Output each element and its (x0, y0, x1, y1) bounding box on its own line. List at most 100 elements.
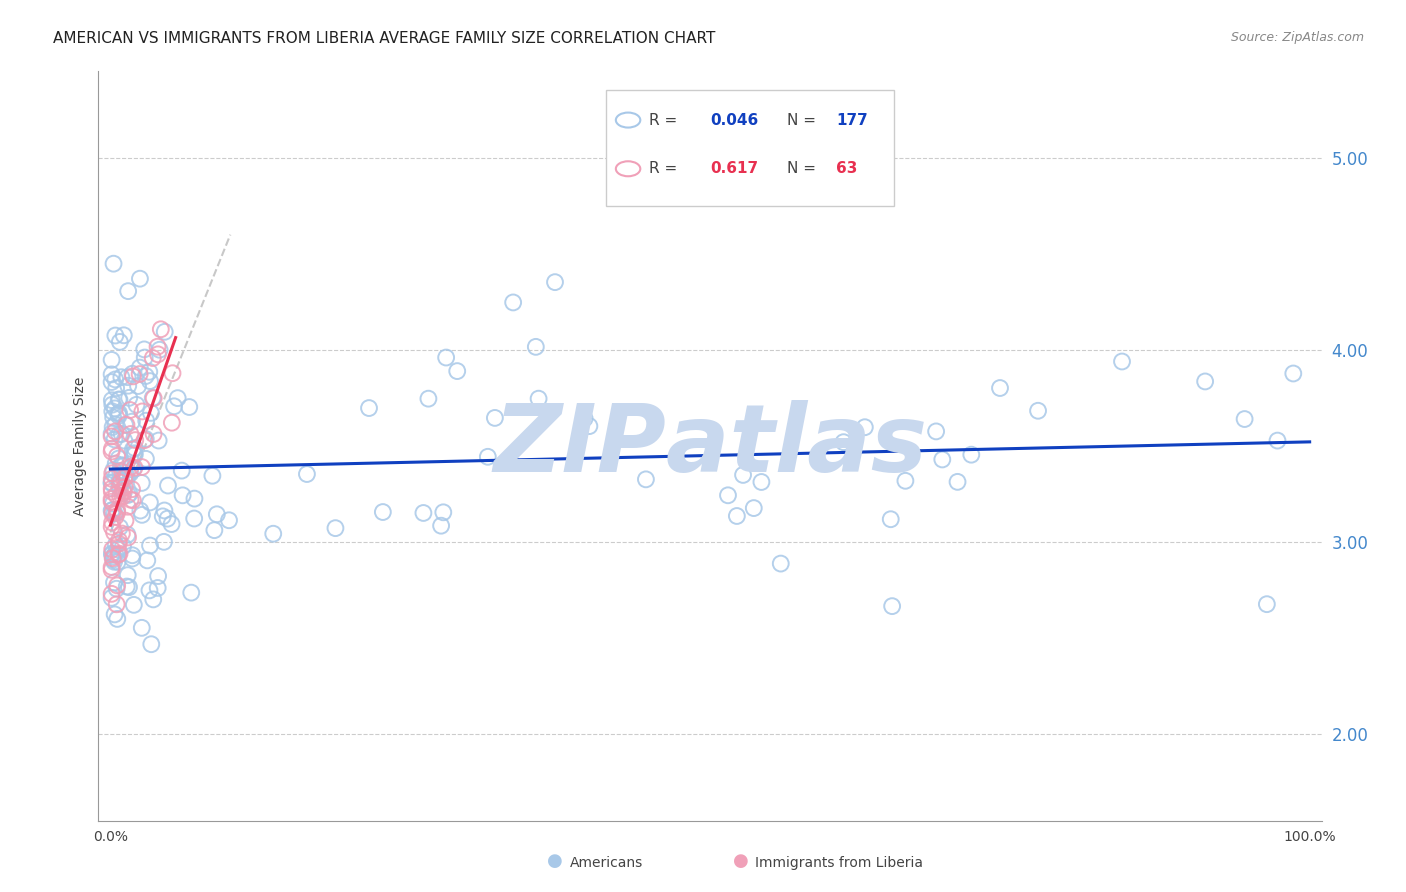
Point (172, 488, 194, 502)
Point (960, 448, 983, 462)
Point (1267, 434, 1289, 448)
Point (112, 328, 135, 343)
Point (135, 414, 157, 428)
FancyBboxPatch shape (606, 90, 893, 206)
Point (115, 469, 138, 483)
Point (139, 374, 162, 388)
Text: AMERICAN VS IMMIGRANTS FROM LIBERIA AVERAGE FAMILY SIZE CORRELATION CHART: AMERICAN VS IMMIGRANTS FROM LIBERIA AVER… (53, 31, 716, 46)
Point (120, 403, 142, 417)
Point (121, 548, 143, 562)
Point (129, 503, 152, 517)
Point (100, 560, 122, 574)
Text: 63: 63 (837, 161, 858, 177)
Point (111, 490, 134, 504)
Point (114, 417, 136, 432)
Point (101, 398, 124, 412)
Point (100, 587, 122, 601)
Point (100, 482, 122, 496)
Point (103, 463, 125, 477)
Point (544, 275, 567, 289)
Point (117, 488, 139, 502)
Point (120, 427, 142, 442)
Point (574, 411, 596, 425)
Point (100, 472, 122, 486)
Point (103, 549, 125, 564)
Point (104, 547, 127, 561)
Point (751, 475, 773, 489)
Point (769, 557, 792, 571)
Point (104, 538, 127, 552)
Point (1194, 375, 1216, 389)
Point (112, 458, 135, 473)
Point (115, 417, 138, 432)
Text: ●: ● (547, 852, 564, 870)
Point (578, 419, 600, 434)
Point (104, 425, 127, 439)
Point (430, 518, 453, 533)
Point (166, 391, 188, 405)
Point (931, 452, 953, 467)
Point (139, 495, 162, 509)
Point (412, 506, 434, 520)
Point (1111, 354, 1133, 368)
Point (502, 295, 524, 310)
Point (946, 475, 969, 489)
Point (325, 521, 347, 535)
Point (180, 585, 202, 599)
Point (142, 592, 165, 607)
Point (103, 525, 125, 540)
Point (127, 379, 149, 393)
Point (104, 457, 127, 471)
Point (105, 612, 128, 626)
Point (128, 360, 150, 375)
Point (103, 433, 125, 447)
Point (100, 503, 122, 517)
Point (135, 369, 157, 384)
Point (142, 351, 165, 365)
Point (104, 372, 127, 386)
Point (120, 459, 142, 474)
Point (124, 433, 146, 447)
Text: 177: 177 (837, 112, 868, 128)
Point (418, 392, 440, 406)
Point (134, 351, 156, 365)
Point (108, 520, 131, 534)
Point (108, 547, 131, 561)
Point (112, 471, 135, 485)
Point (112, 485, 135, 500)
Point (136, 553, 159, 567)
Point (148, 434, 170, 448)
Point (105, 503, 128, 517)
Point (105, 381, 128, 395)
Point (135, 432, 157, 446)
Point (108, 474, 131, 488)
Point (170, 464, 193, 478)
Point (205, 508, 228, 522)
Point (111, 484, 134, 499)
Point (101, 410, 124, 425)
Point (104, 401, 127, 416)
Point (111, 427, 134, 442)
Point (100, 368, 122, 382)
Text: Immigrants from Liberia: Immigrants from Liberia (755, 855, 922, 870)
Point (121, 551, 143, 566)
Point (100, 520, 122, 534)
Point (524, 340, 547, 354)
Text: ZIP​atlas: ZIP​atlas (494, 400, 927, 492)
Point (110, 458, 132, 473)
Point (153, 503, 176, 517)
Point (108, 406, 131, 420)
Point (988, 381, 1011, 395)
Point (105, 597, 128, 611)
Point (114, 514, 136, 528)
Point (432, 505, 454, 519)
Point (853, 420, 876, 434)
Point (105, 582, 128, 596)
Point (101, 506, 124, 520)
Point (894, 474, 917, 488)
Point (527, 392, 550, 406)
Point (104, 510, 127, 524)
Point (101, 497, 124, 511)
Text: Americans: Americans (569, 855, 643, 870)
Point (101, 466, 124, 480)
